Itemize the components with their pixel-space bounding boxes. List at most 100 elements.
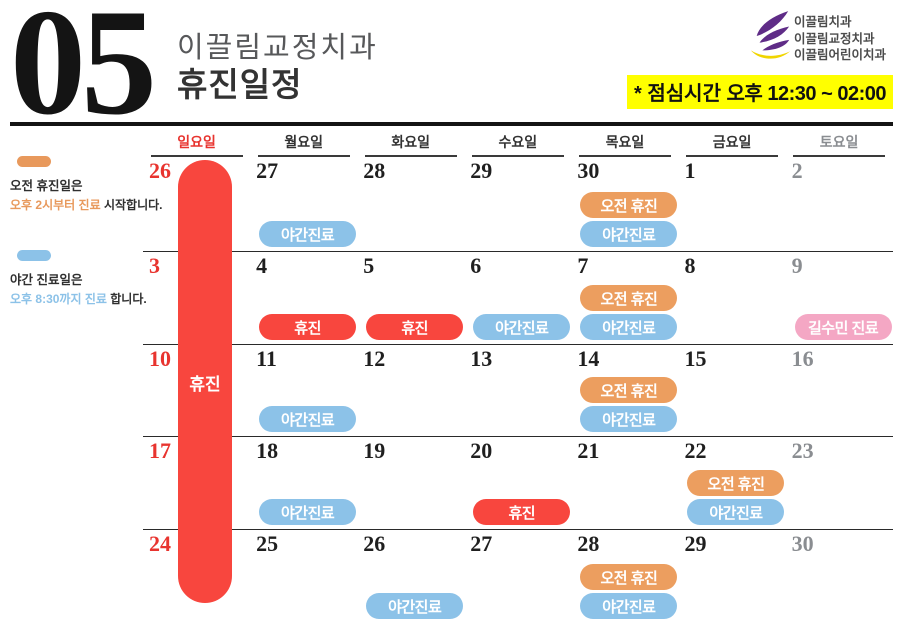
clinic-logo-text: 이끌림치과 이끌림교정치과 이끌림어린이치과: [794, 14, 886, 64]
date-number: 1: [684, 158, 696, 183]
event-pills: 야간진료: [259, 406, 357, 432]
event-pill-night: 야간진료: [259, 499, 357, 525]
night-care-swatch: [17, 250, 51, 261]
event-pills: 오전 휴진 야간진료: [580, 564, 678, 619]
day-header-underline: [150, 155, 243, 157]
day-cell-2: 2: [786, 157, 893, 251]
day-header-underline: [793, 155, 886, 157]
day-cell-26: 26 야간진료: [357, 530, 464, 623]
date-number: 14: [577, 346, 600, 371]
day-header-label: 월요일: [284, 134, 323, 150]
date-number: 3: [149, 253, 160, 278]
day-header-label: 목요일: [605, 134, 645, 150]
date-number: 11: [256, 346, 277, 371]
sunday-closed-label: 휴진: [189, 375, 221, 394]
lunch-prefix: * 점심시간: [634, 83, 727, 105]
date-number: 27: [470, 531, 493, 556]
day-cell-8: 8: [678, 252, 785, 344]
day-header-label: 화요일: [391, 134, 431, 150]
day-cell-24: 24: [143, 530, 250, 623]
calendar: 일요일 월요일 화요일 수요일 목요일 금요일 토요일 26 27 야간진료 28 29 30 오전 휴…: [143, 127, 893, 623]
morning-off-swatch: [17, 156, 51, 167]
date-number: 20: [470, 438, 493, 463]
clinic-name: 이끌림교정치과: [177, 32, 378, 64]
day-header-row: 일요일 월요일 화요일 수요일 목요일 금요일 토요일: [143, 127, 893, 157]
date-number: 24: [149, 531, 171, 556]
day-cell-10: 10: [143, 345, 250, 436]
day-cell-17: 17: [143, 437, 250, 529]
event-pill-special: 길수민 진료: [794, 314, 892, 340]
day-cell-19: 19: [357, 437, 464, 529]
legend-text: 오후 8:30까지 진료 합니다.: [10, 292, 147, 306]
day-cell-14: 14 오전 휴진 야간진료: [571, 345, 678, 436]
date-number: 29: [470, 158, 493, 183]
event-pills: 휴진: [366, 314, 464, 340]
day-cell-30: 30 오전 휴진 야간진료: [571, 157, 678, 251]
event-pill-night: 야간진료: [687, 499, 785, 525]
event-pill-night: 야간진료: [366, 593, 464, 619]
week-row-1: 26 27 야간진료 28 29 30 오전 휴진 야간진료 1 2: [143, 157, 893, 252]
date-number: 29: [684, 531, 707, 556]
legend-text: 야간 진료일은: [10, 273, 83, 287]
event-pills: 오전 휴진 야간진료: [580, 285, 678, 340]
day-cell-29: 29: [678, 530, 785, 623]
date-number: 22: [684, 438, 707, 463]
day-header-label: 수요일: [498, 134, 538, 150]
logo-line-2: 이끌림교정치과: [794, 31, 875, 46]
day-header-underline: [685, 155, 779, 157]
week-row-2: 3 4 휴진 5 휴진 6 야간진료 7 오전 휴진 야간진료 8 9 길수민 진료: [143, 252, 893, 345]
day-cell-13: 13: [464, 345, 571, 436]
event-pill-night: 야간진료: [580, 221, 678, 247]
lunch-time-notice: * 점심시간 오후 12:30 ~ 02:00: [627, 75, 893, 109]
date-number: 21: [577, 438, 600, 463]
day-cell-7: 7 오전 휴진 야간진료: [571, 252, 678, 344]
day-header-3: 화요일: [357, 127, 464, 157]
date-number: 6: [470, 253, 482, 278]
event-pills: 야간진료: [366, 593, 464, 619]
date-number: 30: [791, 531, 814, 556]
event-pills: 오전 휴진 야간진료: [580, 377, 678, 432]
day-cell-25: 25: [250, 530, 357, 623]
day-cell-6: 6 야간진료: [464, 252, 571, 344]
legend-text: 오전 휴진일은: [10, 179, 83, 193]
day-header-underline: [257, 155, 350, 157]
date-number: 28: [363, 158, 386, 183]
date-number: 15: [684, 346, 707, 371]
week-row-5: 24 25 26 야간진료 27 28 오전 휴진 야간진료 29 30: [143, 530, 893, 623]
day-cell-15: 15: [678, 345, 785, 436]
date-number: 30: [577, 158, 600, 183]
event-pill-night: 야간진료: [259, 221, 357, 247]
logo-line-1: 이끌림치과: [794, 15, 852, 29]
date-number: 12: [363, 346, 386, 371]
day-cell-20: 20 휴진: [464, 437, 571, 529]
date-number: 18: [256, 438, 279, 463]
date-number: 19: [363, 438, 386, 463]
date-number: 8: [684, 253, 696, 278]
date-number: 16: [791, 346, 814, 371]
legend-item: 오전 휴진일은 오후 2시부터 진료 시작합니다.: [10, 156, 163, 213]
date-number: 9: [791, 253, 803, 278]
week-row-3: 10 11 야간진료 12 13 14 오전 휴진 야간진료 15 16: [143, 345, 893, 437]
event-pill-morning: 오전 휴진: [687, 470, 785, 496]
day-cell-16: 16: [786, 345, 893, 436]
event-pill-morning: 오전 휴진: [580, 564, 678, 590]
day-header-label: 일요일: [177, 134, 216, 150]
day-cell-12: 12: [357, 345, 464, 436]
day-cell-30: 30: [786, 530, 893, 623]
legend-item: 야간 진료일은 오후 8:30까지 진료 합니다.: [10, 250, 147, 307]
day-header-7: 토요일: [786, 127, 893, 157]
day-cell-5: 5 휴진: [357, 252, 464, 344]
date-number: 10: [149, 346, 171, 371]
date-number: 2: [791, 158, 803, 183]
date-number: 23: [791, 438, 814, 463]
day-header-1: 일요일: [143, 127, 250, 157]
day-cell-29: 29: [464, 157, 571, 251]
event-pills: 야간진료: [259, 221, 357, 247]
clinic-logo-icon: [750, 11, 791, 59]
calendar-weeks: 26 27 야간진료 28 29 30 오전 휴진 야간진료 1 2 3 4 휴진 5 휴진 6 야간진료 7 오전…: [143, 157, 893, 623]
event-pills: 휴진: [259, 314, 357, 340]
event-pills: 길수민 진료: [794, 314, 892, 340]
day-cell-21: 21: [571, 437, 678, 529]
day-cell-28: 28: [357, 157, 464, 251]
